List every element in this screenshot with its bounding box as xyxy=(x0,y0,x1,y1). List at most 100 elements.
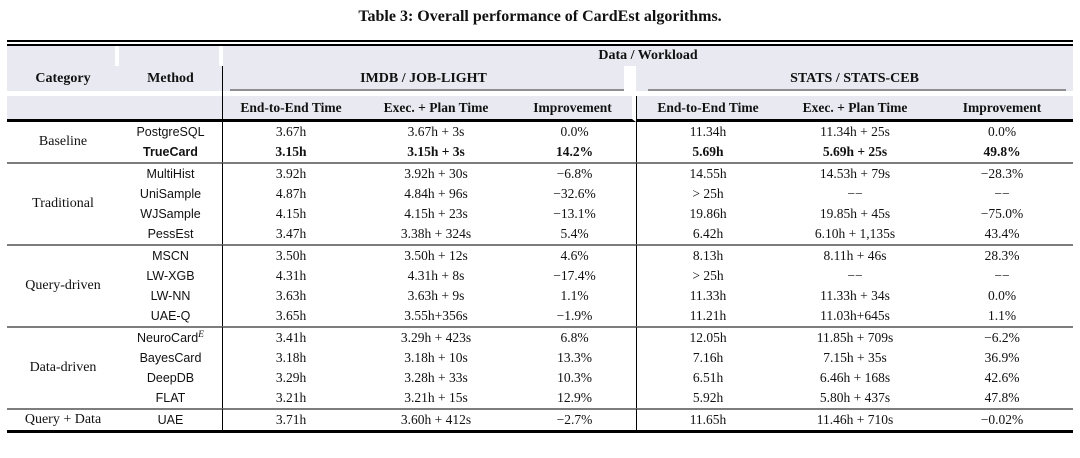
header-spacer-row xyxy=(7,91,1074,96)
value-cell: 36.9% xyxy=(984,350,1020,365)
value-cell: −6.2% xyxy=(931,326,1074,348)
method-cell: TrueCard xyxy=(119,142,223,162)
value-cell: 4.15h xyxy=(275,206,307,221)
value-cell: 11.34h xyxy=(636,122,779,142)
value-cell: 3.71h xyxy=(223,408,359,433)
value-cell: 7.15h + 35s xyxy=(823,350,887,365)
value-cell: 4.31h xyxy=(275,268,307,283)
value-cell: 42.6% xyxy=(984,370,1020,385)
method-superscript: E xyxy=(198,330,204,341)
value-cell: 11.03h+645s xyxy=(820,308,890,323)
value-cell: 19.85h + 45s xyxy=(819,206,891,221)
header-spacer-category xyxy=(7,46,119,66)
table-row: Query + Data UAE 3.71h 3.60h + 412s −2.7% 11.… xyxy=(7,408,1074,433)
method-label: PessEst xyxy=(147,227,194,241)
value-cell: 6.42h xyxy=(636,224,779,244)
method-label: TrueCard xyxy=(143,145,198,159)
value-cell: 4.87h xyxy=(275,186,307,201)
value-cell: 14.55h xyxy=(636,162,779,184)
table-caption: Table 3: Overall performance of CardEst … xyxy=(358,8,722,25)
value-cell: −0.02% xyxy=(931,408,1074,433)
value-cell: 6.10h + 1,135s xyxy=(814,226,896,241)
value-cell: 11.46h + 710s xyxy=(779,408,931,433)
subheader-end-to-end-imdb: End-to-End Time xyxy=(223,96,359,122)
header-data-workload: Data / Workload xyxy=(223,46,1074,66)
method-cell: MSCN xyxy=(119,244,223,266)
value-cell: 11.33h xyxy=(636,286,779,306)
value-cell: 0.0% xyxy=(560,124,589,139)
table-row: PessEst 3.47h 3.38h + 324s 5.4% 6.42h 6.10h +… xyxy=(7,224,1073,244)
method-cell: MultiHist xyxy=(119,162,223,184)
table-row: UAE-Q 3.65h 3.55h+356s −1.9% 11.21h 11.03h+64… xyxy=(7,306,1073,326)
value-cell: 5.4% xyxy=(560,226,589,241)
value-cell: 3.63h xyxy=(275,288,307,303)
value-cell: 1.1% xyxy=(560,288,589,303)
value-cell: 5.69h + 25s xyxy=(822,144,888,159)
value-cell: 1.1% xyxy=(987,308,1017,323)
header-spacer-method xyxy=(119,46,223,66)
value-cell: 6.8% xyxy=(513,326,636,348)
spacer-cell xyxy=(119,91,223,96)
value-cell: 3.92h + 30s xyxy=(359,162,513,184)
method-label: LW-XGB xyxy=(146,269,195,283)
value-cell: 10.3% xyxy=(557,370,592,385)
value-cell: 0.0% xyxy=(987,124,1017,139)
table-row: WJSample 4.15h 4.15h + 23s −13.1% 19.86h 19.8… xyxy=(7,204,1073,224)
table-row: Data-driven NeuroCardE 3.41h 3.29h + 423s 6.… xyxy=(7,326,1074,375)
category-cell: Query + Data xyxy=(7,408,119,433)
value-cell: 43.4% xyxy=(984,226,1020,241)
value-cell: 11.85h + 709s xyxy=(779,326,931,348)
table-row: LW-NN 3.63h 3.63h + 9s 1.1% 11.33h 11.33h + 3… xyxy=(7,286,1073,306)
subheader-end-to-end-stats: End-to-End Time xyxy=(636,96,779,122)
value-cell: 3.50h xyxy=(223,244,359,266)
method-cell: UAE xyxy=(119,408,223,433)
subheader-spacer-category xyxy=(7,96,119,122)
value-cell: −13.1% xyxy=(553,206,596,221)
method-label: PostgreSQL xyxy=(136,125,205,139)
spacer-cell xyxy=(7,91,119,96)
value-cell: 4.84h + 96s xyxy=(404,186,468,201)
value-cell: 7.16h xyxy=(636,348,779,368)
value-cell: 3.38h + 324s xyxy=(400,226,472,241)
table-row: DeepDB 3.29h 3.28h + 33s 10.3% 6.51h 6.46h + … xyxy=(7,368,1073,388)
table-row: UniSample 4.87h 4.84h + 96s −32.6% > 25h −− −− xyxy=(7,184,1073,204)
value-cell: −− xyxy=(847,268,863,283)
value-cell: 3.29h + 423s xyxy=(359,326,513,348)
method-cell: LW-NN xyxy=(119,286,223,306)
method-label: UAE-Q xyxy=(150,309,191,323)
value-cell: 28.3% xyxy=(931,244,1074,266)
method-label: DeepDB xyxy=(146,371,195,385)
value-cell: 3.28h + 33s xyxy=(404,370,468,385)
value-cell: −32.6% xyxy=(553,186,596,201)
subheader-exec-plan-stats: Exec. + Plan Time xyxy=(779,96,931,122)
header-group-stats-stats-ceb: STATS / STATS-CEB xyxy=(636,66,1074,91)
value-cell: 11.21h xyxy=(636,306,779,326)
method-cell: WJSample xyxy=(119,204,223,224)
table-top-double-rule xyxy=(7,40,1073,46)
table-row: TrueCard 3.15h 3.15h + 3s 14.2% 5.69h 5.69h +… xyxy=(7,142,1073,162)
value-cell: 3.21h + 15s xyxy=(404,390,468,405)
header-group-imdb-job-light: IMDB / JOB-LIGHT xyxy=(223,66,636,91)
value-cell: 4.15h + 23s xyxy=(404,206,468,221)
category-cell: Data-driven xyxy=(7,326,119,408)
method-cell: PostgreSQL xyxy=(119,122,223,142)
header-method: Method xyxy=(119,66,223,91)
header-row-data-workload: Data / Workload xyxy=(7,46,1074,66)
method-cell: PessEst xyxy=(119,224,223,244)
value-cell: 14.53h + 79s xyxy=(779,162,931,184)
method-label: MultiHist xyxy=(146,167,195,181)
value-cell: 0.0% xyxy=(987,288,1017,303)
value-cell: 5.80h + 437s xyxy=(819,390,891,405)
value-cell: 4.6% xyxy=(513,244,636,266)
table-row: Baseline PostgreSQL 3.67h 3.67h + 3s 0.0% 11.… xyxy=(7,122,1073,149)
subheader-improvement-stats: Improvement xyxy=(931,96,1074,122)
subheader-exec-plan-imdb: Exec. + Plan Time xyxy=(359,96,513,122)
value-cell: 12.05h xyxy=(636,326,779,348)
value-cell: 3.21h xyxy=(275,390,307,405)
value-cell: 3.50h + 12s xyxy=(359,244,513,266)
table-row: FLAT 3.21h 3.21h + 15s 12.9% 5.92h 5.80h + 43… xyxy=(7,388,1073,408)
method-label: FLAT xyxy=(155,391,186,405)
value-cell: 19.86h xyxy=(636,204,779,224)
value-cell: 3.18h + 10s xyxy=(404,350,468,365)
value-cell: 3.65h xyxy=(275,308,307,323)
